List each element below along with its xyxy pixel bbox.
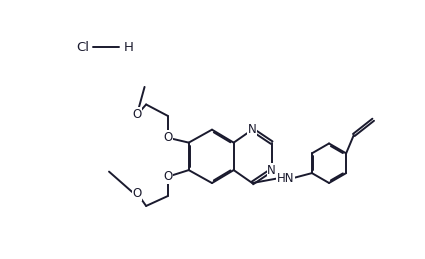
Text: O: O	[132, 187, 142, 200]
Text: HN: HN	[277, 172, 295, 185]
Text: O: O	[163, 131, 173, 144]
Text: N: N	[248, 123, 257, 136]
Text: Cl: Cl	[76, 41, 89, 54]
Text: O: O	[163, 170, 173, 183]
Text: N: N	[267, 164, 276, 177]
Text: O: O	[132, 108, 142, 121]
Text: H: H	[123, 41, 133, 54]
